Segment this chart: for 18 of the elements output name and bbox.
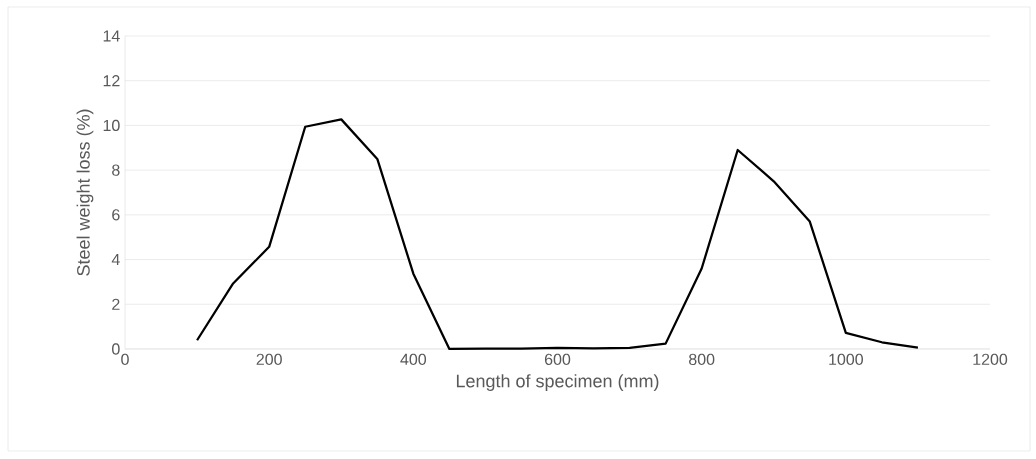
line-series <box>195 118 920 351</box>
x-tick-label: 200 <box>256 353 282 366</box>
x-axis-title: Length of specimen (mm) <box>456 374 659 391</box>
x-tick-label: 0 <box>121 353 129 366</box>
x-tick-label: 1200 <box>973 353 1008 366</box>
x-tick-label: 400 <box>400 353 427 366</box>
x-tick-label: 600 <box>544 353 571 366</box>
y-tick-label: 10 <box>103 119 120 132</box>
y-axis-title: Steel weight loss (%) <box>76 109 94 276</box>
y-tick-label: 6 <box>112 209 120 221</box>
x-tick-label: 1000 <box>829 353 863 366</box>
y-tick-label: 0 <box>112 343 120 355</box>
y-tick-label: 14 <box>103 30 120 42</box>
y-tick-label: 12 <box>103 75 120 87</box>
x-tick-label: 800 <box>689 353 715 366</box>
y-tick-label: 4 <box>111 254 120 266</box>
y-tick-label: 8 <box>112 164 120 176</box>
y-tick-label: 2 <box>112 298 120 310</box>
